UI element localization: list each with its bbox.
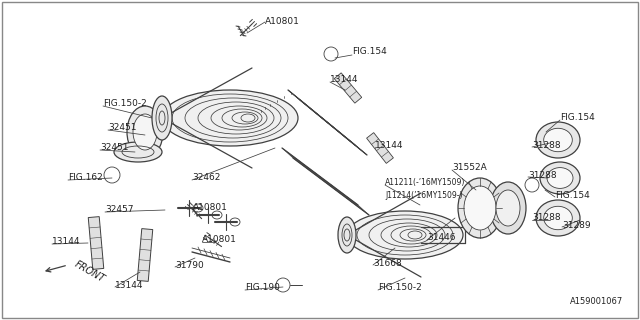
Ellipse shape bbox=[536, 122, 580, 158]
Text: 31289: 31289 bbox=[562, 220, 591, 229]
Text: J11214(’16MY1509-): J11214(’16MY1509-) bbox=[385, 191, 463, 201]
Polygon shape bbox=[282, 148, 298, 162]
Text: 31668: 31668 bbox=[373, 259, 402, 268]
Text: FIG.154: FIG.154 bbox=[560, 114, 595, 123]
Ellipse shape bbox=[152, 96, 172, 140]
Polygon shape bbox=[342, 193, 358, 207]
Text: A10801: A10801 bbox=[265, 18, 300, 27]
Ellipse shape bbox=[547, 168, 573, 188]
Ellipse shape bbox=[464, 186, 496, 230]
Polygon shape bbox=[287, 152, 304, 166]
Text: 13144: 13144 bbox=[330, 76, 358, 84]
Polygon shape bbox=[298, 160, 315, 174]
Polygon shape bbox=[309, 168, 326, 182]
Polygon shape bbox=[353, 201, 369, 215]
Polygon shape bbox=[312, 110, 329, 124]
Polygon shape bbox=[325, 180, 342, 195]
Text: FIG.162: FIG.162 bbox=[68, 173, 103, 182]
Ellipse shape bbox=[127, 106, 163, 158]
Polygon shape bbox=[321, 117, 339, 132]
Polygon shape bbox=[331, 125, 348, 139]
Text: A11211(-’16MY1509): A11211(-’16MY1509) bbox=[385, 179, 465, 188]
Text: 13144: 13144 bbox=[52, 237, 81, 246]
Text: FRONT: FRONT bbox=[73, 259, 107, 285]
Polygon shape bbox=[334, 73, 362, 103]
Polygon shape bbox=[350, 141, 367, 155]
Polygon shape bbox=[88, 217, 104, 269]
Text: A10801: A10801 bbox=[202, 236, 237, 244]
Polygon shape bbox=[347, 197, 364, 211]
Polygon shape bbox=[307, 106, 324, 120]
Text: 32451: 32451 bbox=[108, 124, 136, 132]
Ellipse shape bbox=[540, 162, 580, 194]
Ellipse shape bbox=[458, 178, 502, 238]
Polygon shape bbox=[346, 137, 362, 151]
Polygon shape bbox=[317, 114, 333, 127]
Polygon shape bbox=[292, 94, 310, 108]
Text: 31288: 31288 bbox=[528, 171, 557, 180]
Polygon shape bbox=[331, 185, 348, 199]
Polygon shape bbox=[293, 156, 309, 170]
Ellipse shape bbox=[347, 211, 463, 259]
Text: FIG.190: FIG.190 bbox=[245, 284, 280, 292]
Polygon shape bbox=[298, 98, 314, 112]
Text: 31790: 31790 bbox=[175, 260, 204, 269]
Polygon shape bbox=[288, 90, 305, 104]
Polygon shape bbox=[302, 102, 319, 116]
Text: 32451: 32451 bbox=[100, 143, 129, 153]
Polygon shape bbox=[367, 132, 394, 164]
Ellipse shape bbox=[490, 182, 526, 234]
Polygon shape bbox=[320, 177, 337, 191]
Polygon shape bbox=[336, 129, 353, 143]
Text: FIG.150-2: FIG.150-2 bbox=[103, 99, 147, 108]
Text: 13144: 13144 bbox=[375, 140, 403, 149]
Polygon shape bbox=[137, 228, 153, 281]
Polygon shape bbox=[304, 164, 320, 178]
Text: 32457: 32457 bbox=[105, 205, 134, 214]
Polygon shape bbox=[336, 189, 353, 203]
Ellipse shape bbox=[162, 90, 298, 146]
Text: FIG.150-2: FIG.150-2 bbox=[378, 284, 422, 292]
Text: FIG.154: FIG.154 bbox=[352, 47, 387, 57]
Ellipse shape bbox=[496, 190, 520, 226]
Ellipse shape bbox=[114, 142, 162, 162]
Text: 31288: 31288 bbox=[532, 213, 561, 222]
Text: 31446: 31446 bbox=[427, 234, 456, 243]
Polygon shape bbox=[315, 172, 331, 187]
Text: A10801: A10801 bbox=[193, 204, 228, 212]
Ellipse shape bbox=[133, 114, 157, 150]
Text: A159001067: A159001067 bbox=[570, 298, 623, 307]
Text: 13144: 13144 bbox=[115, 281, 143, 290]
Ellipse shape bbox=[536, 200, 580, 236]
Ellipse shape bbox=[544, 128, 572, 152]
Text: 32462: 32462 bbox=[192, 173, 220, 182]
Polygon shape bbox=[326, 121, 343, 135]
Text: FIG.154: FIG.154 bbox=[555, 190, 589, 199]
Text: 31288: 31288 bbox=[532, 140, 561, 149]
Polygon shape bbox=[340, 133, 357, 147]
Ellipse shape bbox=[338, 217, 356, 253]
Text: 31552A: 31552A bbox=[452, 164, 487, 172]
Ellipse shape bbox=[544, 206, 572, 230]
